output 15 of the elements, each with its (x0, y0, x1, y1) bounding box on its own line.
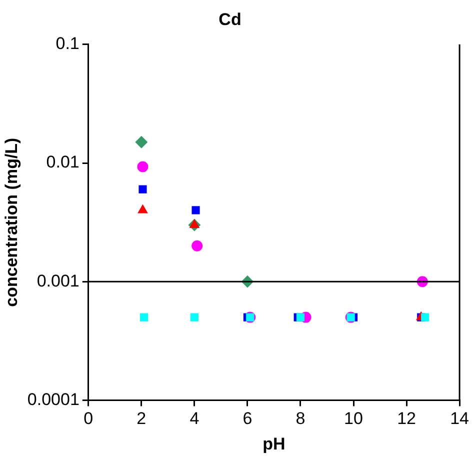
x-axis-title: pH (262, 434, 286, 454)
x-tick-label: 8 (296, 409, 306, 428)
chart-title: Cd (218, 10, 242, 29)
y-axis-title: concentration (mg/L) (2, 138, 21, 307)
y-tick-label: 0.1 (56, 34, 80, 54)
y-tick-label: 0.001 (36, 271, 80, 290)
x-tick-label: 0 (84, 409, 94, 428)
y-tick-label: 0.01 (46, 152, 80, 172)
x-tick-label: 4 (190, 409, 200, 428)
x-tick-label: 12 (397, 409, 416, 428)
x-tick-label: 10 (344, 409, 363, 428)
x-tick-label: 2 (136, 409, 146, 428)
x-tick-label: 14 (450, 409, 470, 428)
y-tick-label: 0.0001 (27, 390, 80, 409)
x-tick-label: 6 (242, 409, 252, 428)
